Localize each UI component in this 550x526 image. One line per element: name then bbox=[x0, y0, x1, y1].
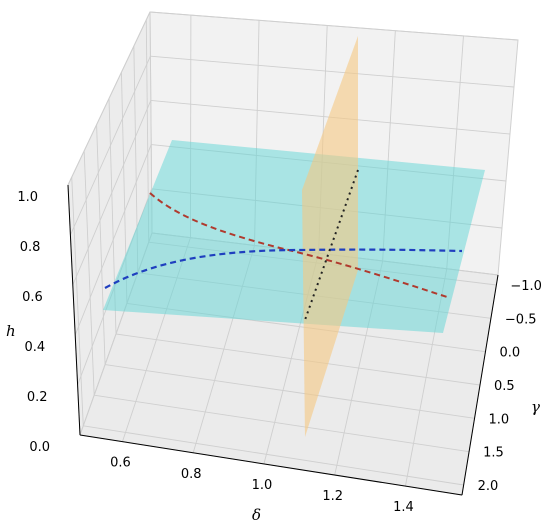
y-tick-label: 2.0 bbox=[478, 479, 499, 494]
x-tick-label: 0.8 bbox=[181, 467, 202, 482]
y-grid-wall bbox=[96, 124, 106, 365]
z-tick-label: 0.8 bbox=[20, 240, 41, 255]
z-grid-back bbox=[149, 11, 519, 41]
z-tick-label: 0.0 bbox=[29, 440, 50, 455]
z-axis-label: h bbox=[6, 322, 16, 340]
z-grid-left bbox=[67, 11, 151, 186]
x-tick-label: 1.4 bbox=[393, 500, 414, 515]
x-tick-label: 1.2 bbox=[322, 489, 343, 504]
delta-plane bbox=[302, 36, 358, 437]
y-grid-floor bbox=[105, 364, 475, 419]
y-tick-label: 1.0 bbox=[489, 412, 510, 427]
x-axis-line bbox=[79, 434, 463, 496]
y-tick-label: −1.0 bbox=[510, 279, 542, 294]
y-tick-label: 0.0 bbox=[499, 346, 520, 361]
x-tick-label: 0.6 bbox=[110, 456, 131, 471]
blue-dashed-curve bbox=[104, 248, 463, 289]
z-tick-label: 0.2 bbox=[27, 390, 48, 405]
z-grid-left bbox=[74, 144, 152, 336]
y-grid-floor bbox=[94, 394, 470, 453]
y-grid-wall bbox=[71, 177, 84, 426]
z-tick-label: 0.6 bbox=[22, 290, 43, 305]
red-dashed-curve bbox=[149, 192, 448, 298]
y-axis-line bbox=[461, 274, 499, 496]
z-axis-line bbox=[67, 184, 81, 436]
y-tick-label: −0.5 bbox=[505, 312, 537, 327]
y-axis-label: γ bbox=[531, 398, 540, 416]
z-tick-label: 1.0 bbox=[17, 190, 38, 205]
z-grid-back bbox=[150, 55, 515, 88]
y-grid-floor bbox=[83, 425, 464, 486]
y-grid-wall bbox=[83, 150, 95, 396]
intersection-dotted-curve bbox=[304, 169, 359, 321]
z-grid-left bbox=[69, 56, 151, 236]
h-plane bbox=[103, 140, 485, 333]
x-tick-label: 1.0 bbox=[252, 478, 273, 493]
x-axis-label: δ bbox=[252, 506, 261, 524]
tick-labels: 0.6 0.8 1.0 1.2 1.4 −1.0 −0.5 0.0 0.5 1.0 1.5 2.0 0.… bbox=[17, 190, 542, 515]
y-tick-label: 1.5 bbox=[483, 446, 504, 461]
z-grid-left bbox=[72, 100, 152, 286]
y-tick-label: 0.5 bbox=[494, 379, 515, 394]
y-grid-floor bbox=[115, 333, 481, 386]
z-tick-label: 0.4 bbox=[25, 340, 46, 355]
